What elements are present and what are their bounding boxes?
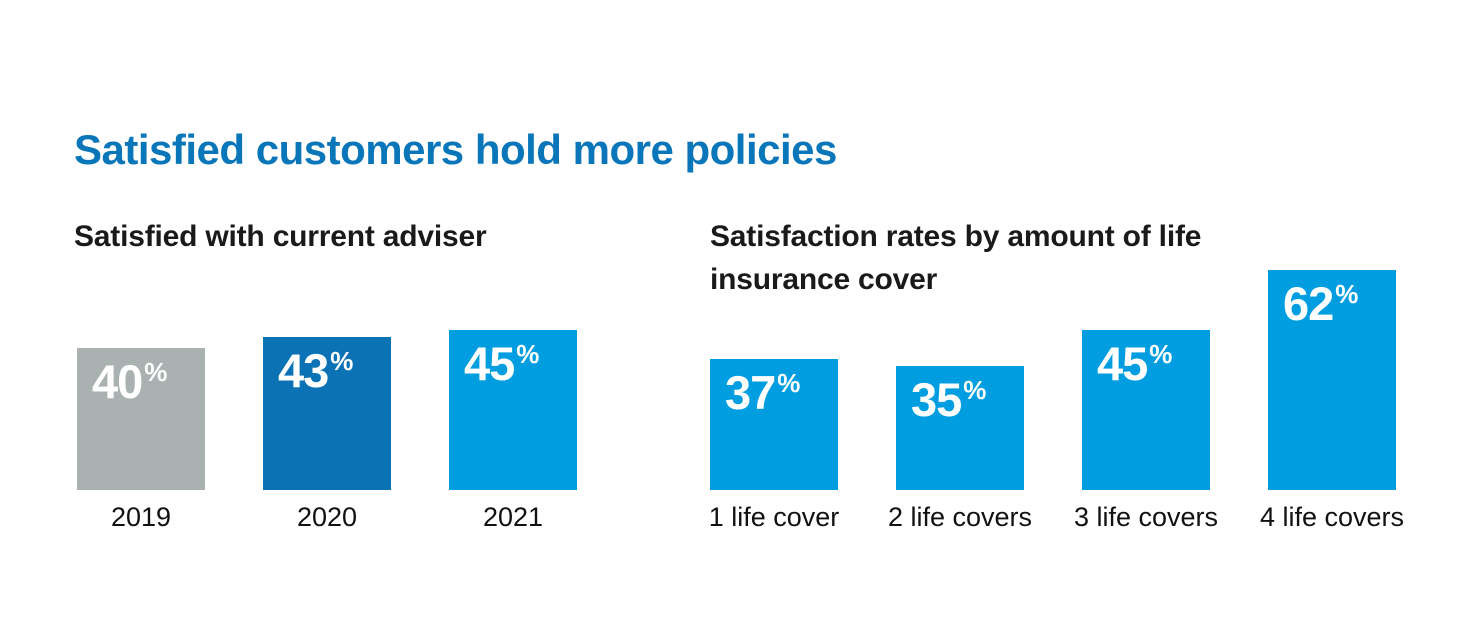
percent-sign: %	[516, 339, 540, 369]
percent-sign: %	[1149, 339, 1173, 369]
bar-2-life-covers: 35 %	[896, 366, 1024, 490]
percent-sign: %	[330, 346, 354, 376]
percent-sign: %	[963, 375, 987, 405]
category-label-3-life-covers: 3 life covers	[1073, 502, 1219, 532]
bar-value-label: 35 %	[911, 376, 986, 423]
bar-value-label: 43 %	[278, 347, 353, 394]
category-labels: 1 life cover 2 life covers 3 life covers…	[708, 502, 1405, 532]
bar-value-label: 40 %	[92, 358, 167, 405]
bar-value-number: 35	[911, 373, 962, 426]
chart-title-adviser-satisfaction: Satisfied with current adviser	[74, 219, 487, 253]
bar-value-number: 43	[278, 344, 329, 397]
bar-4-life-covers: 62 %	[1268, 270, 1396, 490]
bar-value-label: 45 %	[464, 340, 539, 387]
bar-chart-adviser-satisfaction: 40 % 43 % 45 % 2019 2020 2021	[77, 330, 577, 532]
bars-group: 37 % 35 % 45 % 62 %	[710, 270, 1396, 490]
bar-value-number: 37	[725, 366, 776, 419]
bar-1-life-cover: 37 %	[710, 359, 838, 490]
bar-value-number: 40	[92, 355, 143, 408]
chart-title-cover-satisfaction: Satisfaction rates by amount of life ins…	[710, 219, 1202, 296]
page-title: Satisfied customers hold more policies	[74, 126, 837, 174]
category-label-2020: 2020	[296, 502, 358, 532]
category-label-4-life-covers: 4 life covers	[1259, 502, 1405, 532]
category-labels: 2019 2020 2021	[77, 503, 577, 532]
category-label-2021: 2021	[482, 502, 544, 532]
bar-value-label: 62 %	[1283, 280, 1358, 327]
bars-group: 40 % 43 % 45 %	[77, 330, 577, 490]
percent-sign: %	[144, 357, 168, 387]
bar-value-number: 45	[1097, 337, 1148, 390]
category-label-2019: 2019	[110, 502, 172, 532]
category-label-2-life-covers: 2 life covers	[887, 502, 1033, 532]
percent-sign: %	[777, 368, 801, 398]
bar-2020: 43 %	[263, 337, 391, 490]
bar-value-number: 62	[1283, 277, 1334, 330]
category-label-1-life-cover: 1 life cover	[708, 502, 840, 532]
bar-value-number: 45	[464, 337, 515, 390]
bar-value-label: 45 %	[1097, 340, 1172, 387]
bar-chart-cover-satisfaction: 37 % 35 % 45 % 62 %	[708, 270, 1405, 532]
percent-sign: %	[1335, 279, 1359, 309]
bar-value-label: 37 %	[725, 369, 800, 416]
bar-3-life-covers: 45 %	[1082, 330, 1210, 490]
bar-2021: 45 %	[449, 330, 577, 490]
bar-2019: 40 %	[77, 348, 205, 490]
